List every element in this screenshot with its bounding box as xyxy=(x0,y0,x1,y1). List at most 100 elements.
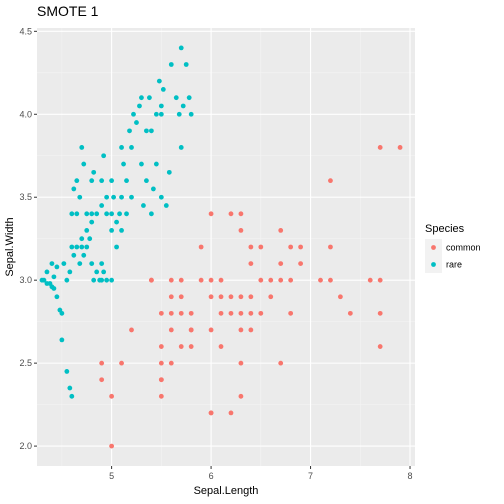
plot-panel xyxy=(37,28,415,466)
point-rare xyxy=(134,120,139,125)
point-rare xyxy=(119,228,124,233)
point-rare xyxy=(79,145,85,150)
point-common xyxy=(178,344,184,349)
point-common xyxy=(238,327,244,333)
point-rare xyxy=(183,62,189,67)
panel-background xyxy=(37,28,415,466)
point-rare xyxy=(186,95,192,101)
point-rare xyxy=(54,294,60,300)
point-rare xyxy=(94,269,100,275)
point-rare xyxy=(114,219,119,225)
point-common xyxy=(377,310,383,316)
point-common xyxy=(238,360,244,366)
major-gridlines xyxy=(37,28,415,466)
point-rare xyxy=(188,111,194,117)
point-common xyxy=(158,393,164,399)
point-rare xyxy=(109,178,115,184)
point-common xyxy=(188,310,194,316)
point-rare xyxy=(180,103,186,109)
legend: Species common rare xyxy=(425,223,481,273)
x-axis-ticks: 5 6 7 8 xyxy=(109,466,413,481)
point-common xyxy=(248,310,254,316)
legend-label-rare: rare xyxy=(446,260,462,270)
point-common xyxy=(288,244,294,250)
point-rare xyxy=(127,128,132,134)
point-rare xyxy=(178,45,184,51)
point-rare xyxy=(156,78,162,84)
point-common xyxy=(198,244,204,250)
point-rare xyxy=(158,194,164,200)
x-tick-label: 7 xyxy=(308,471,313,481)
point-rare xyxy=(94,211,100,217)
point-common xyxy=(178,277,184,283)
point-rare xyxy=(91,169,97,175)
point-common xyxy=(298,244,304,250)
point-common xyxy=(198,277,204,283)
data-points xyxy=(39,45,403,449)
point-rare xyxy=(91,277,97,283)
point-rare xyxy=(168,62,174,67)
point-common xyxy=(208,327,214,333)
point-rare xyxy=(153,111,159,117)
point-rare xyxy=(44,269,50,275)
point-rare xyxy=(129,145,134,150)
point-common xyxy=(377,145,383,150)
point-rare xyxy=(104,194,110,200)
legend-items: common rare xyxy=(425,239,481,273)
point-rare xyxy=(69,244,75,250)
y-tick-label: 2.0 xyxy=(19,441,32,451)
point-rare xyxy=(84,244,90,250)
point-rare xyxy=(124,211,129,217)
point-common xyxy=(377,344,383,349)
point-rare xyxy=(141,203,146,208)
point-rare xyxy=(51,274,57,280)
point-rare xyxy=(109,211,115,217)
point-rare xyxy=(173,95,179,101)
point-rare xyxy=(99,261,105,266)
point-common xyxy=(278,277,284,283)
point-rare xyxy=(144,178,149,184)
x-axis-title: Sepal.Length xyxy=(194,485,259,497)
point-rare xyxy=(61,261,67,266)
point-rare xyxy=(166,169,172,175)
legend-label-common: common xyxy=(446,243,481,253)
y-tick-label: 2.5 xyxy=(19,358,32,368)
point-common xyxy=(268,294,274,300)
point-rare xyxy=(137,103,142,109)
point-common xyxy=(377,277,383,283)
point-common xyxy=(288,277,294,283)
point-common xyxy=(347,310,353,316)
point-common xyxy=(318,277,323,283)
point-common xyxy=(218,277,224,283)
point-common xyxy=(258,310,264,316)
point-rare xyxy=(69,393,75,399)
point-common xyxy=(178,294,184,300)
point-rare xyxy=(150,186,156,192)
point-rare xyxy=(109,277,115,283)
point-rare xyxy=(59,337,65,343)
point-common xyxy=(258,244,264,250)
point-common xyxy=(208,277,214,283)
point-rare xyxy=(99,178,105,184)
x-tick-label: 5 xyxy=(109,471,114,481)
point-common xyxy=(208,294,214,300)
point-common xyxy=(278,261,284,266)
point-common xyxy=(238,393,244,399)
point-rare xyxy=(81,252,87,258)
point-common xyxy=(208,211,214,217)
point-rare xyxy=(119,145,124,150)
point-common xyxy=(168,327,174,333)
point-common xyxy=(268,277,274,283)
point-rare xyxy=(163,203,169,208)
point-common xyxy=(238,310,244,316)
legend-title: Species xyxy=(425,223,465,235)
point-rare xyxy=(67,269,73,275)
point-rare xyxy=(148,128,154,134)
point-rare xyxy=(59,310,65,316)
point-rare xyxy=(124,178,129,184)
point-rare xyxy=(84,211,90,217)
point-rare xyxy=(74,178,80,184)
point-common xyxy=(109,393,115,399)
point-rare xyxy=(158,103,164,109)
point-rare xyxy=(87,236,93,242)
